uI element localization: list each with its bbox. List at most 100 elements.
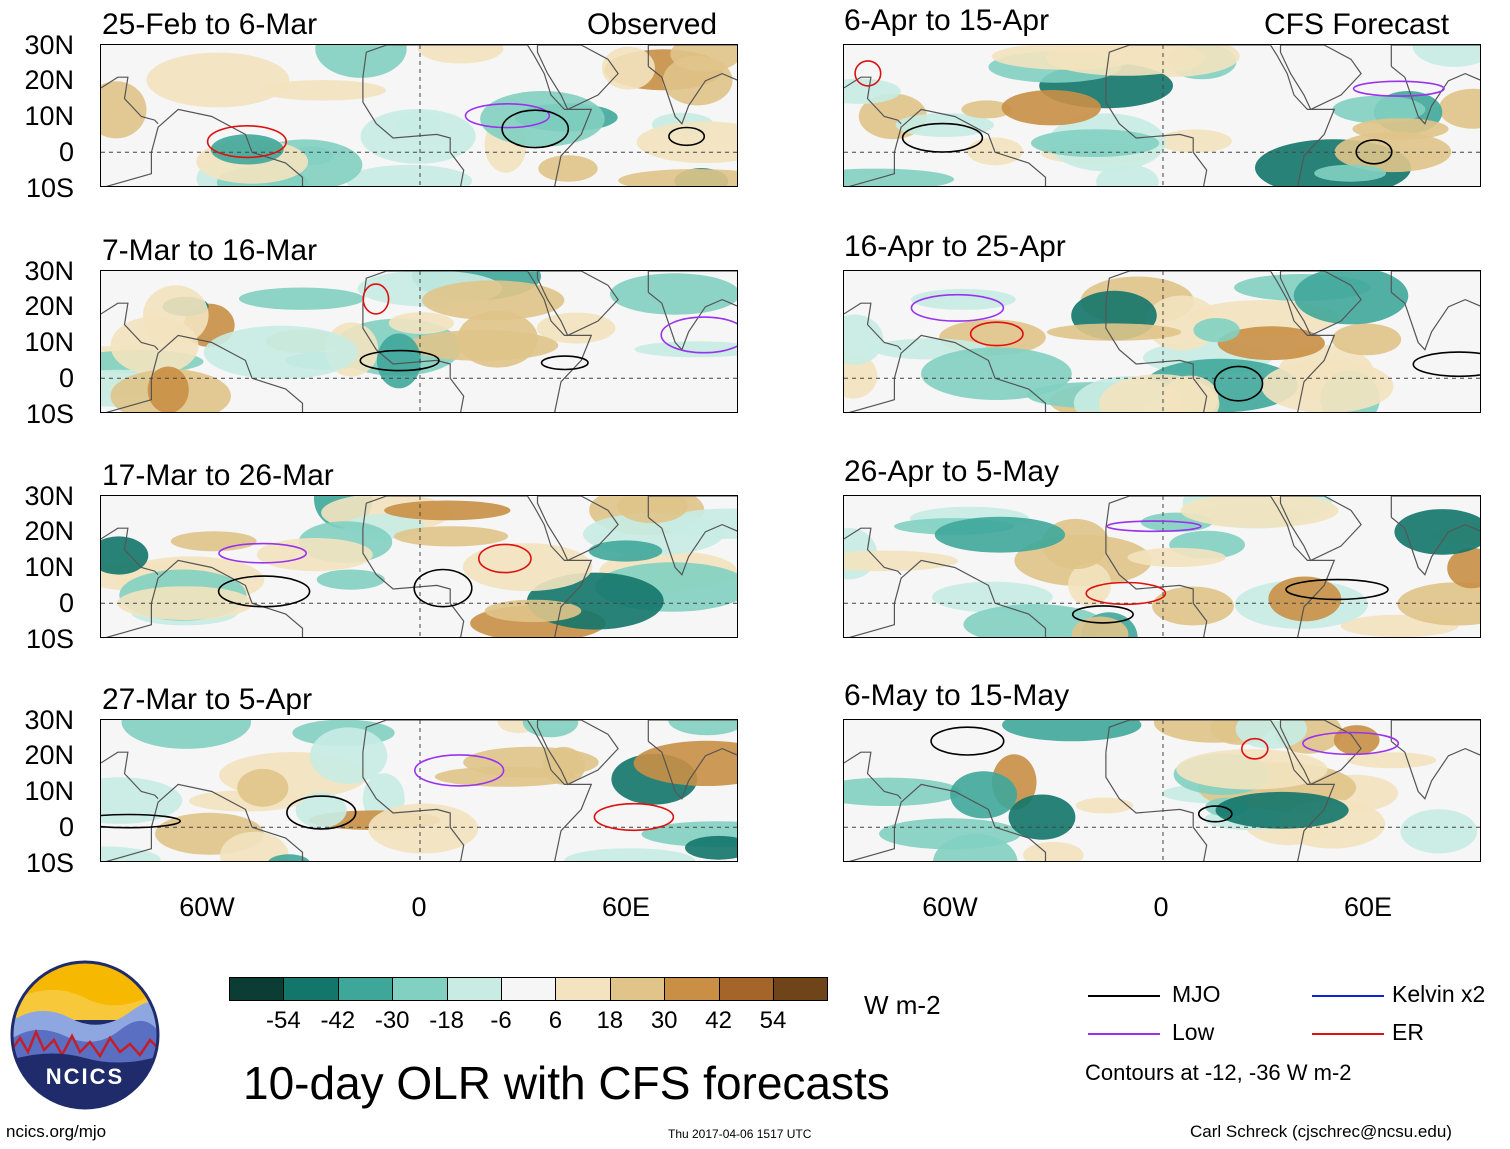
contour-line — [1197, 805, 1233, 823]
coastline — [848, 108, 1047, 186]
olr-anomaly-region — [259, 80, 387, 101]
olr-anomaly-region — [895, 113, 994, 137]
observed-label: Observed — [587, 8, 718, 41]
map-graphic — [844, 496, 1480, 637]
contour-line — [930, 726, 1005, 756]
olr-anomaly-region — [238, 287, 365, 310]
olr-anomaly-region — [662, 55, 733, 106]
coastline — [1390, 496, 1480, 576]
lat-label: 30N — [24, 256, 74, 286]
coastline — [647, 496, 737, 576]
contour-line — [1412, 351, 1480, 378]
coastline — [536, 271, 619, 337]
colorbar-swatch — [337, 977, 394, 1001]
olr-anomaly-region — [950, 771, 1018, 819]
map-graphic — [844, 45, 1480, 186]
contour-line — [206, 124, 287, 159]
coastline — [105, 559, 304, 637]
contour-line — [1285, 578, 1389, 601]
legend-label-mjo: MJO — [1172, 981, 1221, 1007]
coastline — [362, 496, 593, 637]
olr-anomaly-region — [220, 831, 289, 861]
contour-line — [414, 754, 505, 787]
olr-anomaly-region — [388, 312, 454, 334]
lon-label: 60E — [1343, 892, 1393, 922]
olr-anomaly-region — [536, 312, 616, 344]
lat-label: 20N — [24, 65, 74, 95]
olr-anomaly-region — [1293, 271, 1409, 325]
olr-anomaly-region — [170, 531, 257, 552]
olr-anomaly-region — [564, 848, 696, 861]
olr-anomaly-region — [417, 45, 504, 64]
olr-anomaly-region — [295, 792, 347, 828]
lat-label: 10S — [25, 848, 74, 878]
olr-anomaly-region — [256, 538, 373, 572]
olr-anomaly-region — [1412, 45, 1480, 67]
olr-anomaly-region — [384, 500, 511, 521]
olr-anomaly-region — [147, 366, 189, 412]
olr-anomaly-region — [921, 347, 1072, 400]
colorbar-tick-label: -30 — [374, 1007, 410, 1034]
colorbar-tick-label: -54 — [266, 1007, 301, 1034]
coastline — [848, 334, 1047, 412]
contour-line — [286, 795, 357, 830]
panel-title-observed-2: 7-Mar to 16-Mar — [102, 234, 318, 267]
olr-anomaly-region — [376, 333, 421, 389]
olr-anomaly-region — [934, 516, 1066, 553]
olr-anomaly-region — [1152, 586, 1234, 626]
contour-line — [218, 542, 308, 564]
coastline — [1279, 271, 1362, 337]
colorbar-tick-label: 18 — [596, 1007, 624, 1034]
coastline — [105, 108, 304, 186]
map-panel-observed-4 — [100, 719, 738, 862]
contour-line — [501, 109, 570, 149]
olr-anomaly-region — [1176, 749, 1328, 790]
lat-label: 10N — [24, 327, 74, 357]
olr-anomaly-region — [1001, 90, 1101, 126]
contour-line — [969, 321, 1024, 347]
olr-anomaly-region — [1193, 318, 1240, 343]
olr-anomaly-region — [1180, 496, 1339, 528]
coastline — [1105, 720, 1336, 861]
contour-line — [854, 60, 882, 87]
contour-line — [464, 102, 551, 129]
olr-anomaly-region — [685, 835, 737, 860]
contour-line — [593, 802, 675, 832]
olr-anomaly-region — [1400, 809, 1478, 854]
olr-anomaly-region — [1158, 129, 1232, 153]
colorbar-tick-label: 42 — [705, 1007, 732, 1034]
olr-anomaly-region — [1352, 118, 1449, 140]
contour-line — [1302, 731, 1400, 756]
lat-label: 0 — [58, 588, 74, 618]
olr-anomaly-region — [101, 777, 183, 824]
lat-label: 30N — [24, 30, 74, 60]
map-panel-forecast-4 — [843, 719, 1481, 862]
olr-anomaly-region — [1217, 326, 1325, 361]
contour-line — [1085, 581, 1167, 606]
coastline — [647, 720, 737, 800]
olr-anomaly-region — [480, 91, 605, 147]
map-graphic — [101, 720, 737, 861]
panel-title-forecast-4: 6-May to 15-May — [844, 679, 1070, 712]
map-panel-observed-3 — [100, 495, 738, 638]
forecast-label: CFS Forecast — [1264, 8, 1450, 41]
coastline — [844, 751, 902, 800]
lat-label: 10S — [25, 173, 74, 203]
contour-line — [101, 813, 181, 829]
website-link[interactable]: ncics.org/mjo — [6, 1122, 107, 1141]
olr-anomaly-region — [1397, 582, 1480, 626]
olr-anomaly-region — [237, 768, 289, 807]
contour-line — [477, 543, 532, 574]
map-graphic — [844, 720, 1480, 861]
olr-anomaly-region — [345, 164, 473, 186]
coastline — [536, 496, 619, 562]
ncics-logo: NCICS — [10, 960, 160, 1110]
coastline — [101, 527, 159, 576]
map-graphic — [844, 271, 1480, 412]
lon-label: 0 — [411, 892, 427, 922]
olr-anomaly-region — [1075, 797, 1134, 814]
colorbar-tick-label: 6 — [548, 1007, 563, 1034]
contour-line — [1071, 605, 1134, 624]
olr-anomaly-region — [1447, 547, 1480, 589]
olr-anomaly-region — [1023, 841, 1084, 861]
